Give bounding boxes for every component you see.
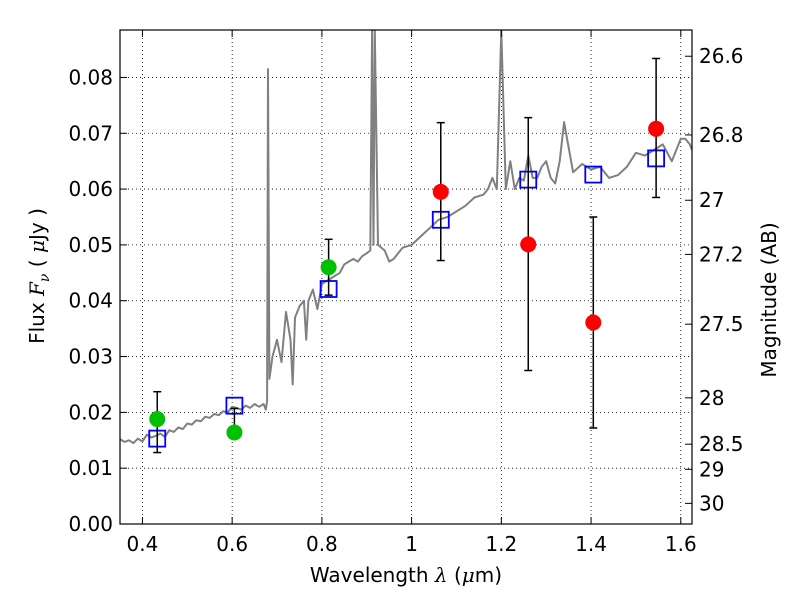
y-tick-label: 0.08: [68, 65, 113, 89]
y-axis-title: Flux Fν ( μJy ): [25, 208, 53, 344]
right-y-tick-label: 27: [699, 188, 724, 212]
plot-frame: [119, 29, 693, 525]
y-tick-label: 0.04: [68, 289, 113, 313]
right-y-tick-label: 27.5: [699, 312, 744, 336]
model-photometry-square: [584, 165, 603, 184]
flux-point: [320, 259, 337, 276]
y-tick-label: 0.01: [68, 456, 113, 480]
right-y-tick-label: 30: [699, 491, 724, 515]
plot-area: [120, 30, 692, 454]
flux-point: [648, 120, 665, 137]
flux-point: [149, 411, 166, 428]
y-tick-label: 0.07: [68, 121, 113, 145]
right-y-tick-label: 26.8: [699, 123, 744, 147]
x-tick-label: 1.2: [485, 532, 517, 556]
flux-point: [432, 183, 449, 200]
right-y-axis-title: Magnitude (AB): [757, 222, 781, 377]
y-tick-label: 0.00: [68, 512, 113, 536]
x-tick-label: 1.6: [665, 532, 697, 556]
right-y-tick-label: 29: [699, 457, 724, 481]
axis-ticks: 0.4 0.6 0.8 1 1.2 1.4 1.6 0.00 0.01 0.02 0.03 0.04 0…: [68, 30, 744, 556]
flux-point: [226, 424, 243, 441]
x-tick-label: 0.4: [127, 532, 159, 556]
y-tick-label: 0.02: [68, 400, 113, 424]
x-axis-title: Wavelength λ (μm): [310, 563, 502, 587]
flux-point: [585, 314, 602, 331]
grid: [120, 30, 692, 525]
flux-point: [520, 236, 537, 253]
right-y-tick-label: 28.5: [699, 432, 744, 456]
y-tick-label: 0.03: [68, 345, 113, 369]
right-y-tick-label: 26.6: [699, 44, 744, 68]
y-tick-label: 0.05: [68, 233, 113, 257]
x-tick-label: 1: [405, 532, 418, 556]
spectrum-line: [120, 30, 692, 445]
right-y-tick-label: 27.2: [699, 242, 744, 266]
x-tick-label: 0.6: [216, 532, 248, 556]
x-tick-label: 1.4: [575, 532, 607, 556]
right-y-tick-label: 28: [699, 386, 724, 410]
y-tick-label: 0.06: [68, 177, 113, 201]
x-tick-label: 0.8: [306, 532, 338, 556]
